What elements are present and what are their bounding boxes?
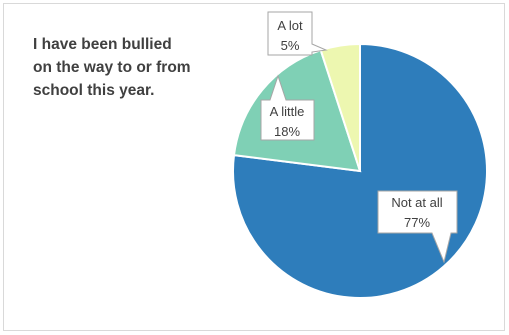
callout-a-little: A little 18% <box>260 74 315 141</box>
callout-not-at-all-box <box>377 190 458 264</box>
label-a-lot: A lot <box>277 18 303 33</box>
value-not-at-all: 77% <box>404 215 430 230</box>
chart-title-line-2: on the way to or from <box>33 59 191 76</box>
label-not-at-all: Not at all <box>391 195 442 210</box>
chart-title-line-3: school this year. <box>33 82 155 99</box>
chart-title: I have been bullied on the way to or fro… <box>33 33 243 102</box>
value-a-lot: 5% <box>281 38 300 53</box>
label-a-little: A little <box>270 104 305 119</box>
callout-a-little-box <box>260 74 315 141</box>
callout-not-at-all: Not at all 77% <box>377 190 458 264</box>
callout-a-lot: A lot 5% <box>267 11 328 56</box>
callout-a-lot-box <box>267 11 328 56</box>
pie-slices <box>232 42 488 299</box>
chart-title-line-1: I have been bullied <box>33 36 172 53</box>
value-a-little: 18% <box>274 124 300 139</box>
pie-slice-not-at-all <box>232 42 488 299</box>
